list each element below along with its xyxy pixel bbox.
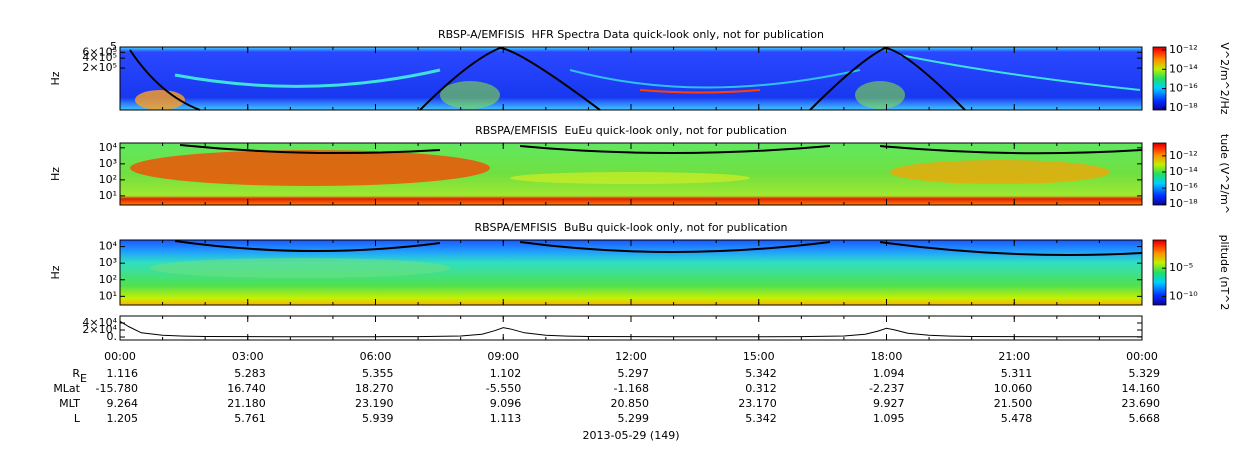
colorbar-tick-label: 10⁻⁵ bbox=[1169, 261, 1193, 274]
x-tick-label: 18:00 bbox=[871, 350, 903, 363]
ephemeris-value: 14.160 bbox=[1122, 382, 1161, 395]
x-tick-label: 21:00 bbox=[998, 350, 1030, 363]
ephemeris-value: 0.312 bbox=[745, 382, 777, 395]
colorbar-tick-label: 10⁻¹² bbox=[1169, 149, 1198, 162]
ephemeris-value: 5.761 bbox=[234, 412, 266, 425]
ephemeris-value: 5.283 bbox=[234, 367, 266, 380]
y-tick-label: 5 bbox=[110, 40, 117, 53]
ephemeris-value: 5.297 bbox=[618, 367, 650, 380]
y-tick-label: 10⁴ bbox=[99, 141, 118, 154]
colorbar-tick-label: 10⁻¹⁴ bbox=[1169, 62, 1198, 75]
ephemeris-value: -5.550 bbox=[486, 382, 521, 395]
ephemeris-value: 5.939 bbox=[362, 412, 394, 425]
ephemeris-value: 5.299 bbox=[618, 412, 650, 425]
y-tick-label: 10² bbox=[99, 273, 117, 286]
line-series bbox=[119, 320, 1142, 338]
y-axis-label: Hz bbox=[49, 71, 62, 85]
colorbar-tick-label: 10⁻¹⁴ bbox=[1169, 165, 1198, 178]
ephemeris-value: 16.740 bbox=[227, 382, 266, 395]
x-tick-label: 15:00 bbox=[743, 350, 775, 363]
ephemeris-value: 9.096 bbox=[490, 397, 522, 410]
y-tick-label: 2×10⁴ bbox=[82, 323, 117, 336]
colorbar-tick-label: 10⁻¹⁸ bbox=[1169, 101, 1198, 114]
ephemeris-value: 23.690 bbox=[1122, 397, 1161, 410]
x-tick-label: 00:00 bbox=[104, 350, 136, 363]
ephemeris-value: 9.927 bbox=[873, 397, 905, 410]
ephemeris-value: 1.102 bbox=[490, 367, 522, 380]
spectrogram-image bbox=[120, 46, 1143, 305]
y-axis-label: Hz bbox=[49, 167, 62, 181]
x-tick-label: 00:00 bbox=[1126, 350, 1158, 363]
panel-title: RBSPA/EMFISIS BuBu quick-look only, not … bbox=[475, 221, 788, 234]
ephemeris-row-label: R bbox=[72, 367, 80, 380]
panel-title: RBSPA/EMFISIS EuEu quick-look only, not … bbox=[475, 124, 787, 137]
ephemeris-value: 9.264 bbox=[107, 397, 139, 410]
y-tick-label: 10³ bbox=[99, 157, 117, 170]
y-tick-label: 10¹ bbox=[99, 289, 117, 302]
ephemeris-value: 5.342 bbox=[745, 412, 777, 425]
colorbar-label: plitude (nT^2 bbox=[1218, 235, 1231, 311]
colorbar bbox=[1152, 239, 1167, 306]
colorbar bbox=[1152, 46, 1167, 111]
ephemeris-value: 10.060 bbox=[994, 382, 1033, 395]
ephemeris-value: 18.270 bbox=[355, 382, 394, 395]
ephemeris-value: 23.170 bbox=[738, 397, 777, 410]
x-tick-label: 03:00 bbox=[232, 350, 264, 363]
y-tick-label: 10² bbox=[99, 173, 117, 186]
y-axis-label: Hz bbox=[49, 265, 62, 279]
y-tick-label: 10¹ bbox=[99, 189, 117, 202]
y-tick-label: 2×10⁵ bbox=[82, 61, 117, 74]
colorbar-tick-label: 10⁻¹² bbox=[1169, 43, 1198, 56]
y-tick-label: 6×10⁵ bbox=[82, 45, 117, 58]
ephemeris-value: 5.478 bbox=[1001, 412, 1033, 425]
ephemeris-value: 1.113 bbox=[490, 412, 522, 425]
ephemeris-value: 20.850 bbox=[611, 397, 650, 410]
ephemeris-value: -2.237 bbox=[869, 382, 904, 395]
ephemeris-subscript: E bbox=[80, 372, 87, 385]
ephemeris-value: 5.342 bbox=[745, 367, 777, 380]
ephemeris-value: 5.311 bbox=[1001, 367, 1033, 380]
ephemeris-row-label: MLat bbox=[53, 382, 80, 395]
x-tick-label: 06:00 bbox=[360, 350, 392, 363]
colorbar-label: V^2/m^2/Hz bbox=[1218, 42, 1231, 114]
y-tick-label: 10⁴ bbox=[99, 240, 118, 253]
ephemeris-row-label: MLT bbox=[59, 397, 80, 410]
y-tick-label: 4×10⁴ bbox=[82, 316, 117, 329]
ephemeris-value: 21.180 bbox=[227, 397, 266, 410]
ephemeris-value: 5.668 bbox=[1129, 412, 1161, 425]
x-tick-label: 09:00 bbox=[487, 350, 519, 363]
panel-title: RBSP-A/EMFISIS HFR Spectra Data quick-lo… bbox=[438, 28, 824, 41]
y-tick-label: 4×10⁵ bbox=[82, 51, 117, 64]
ephemeris-value: 5.355 bbox=[362, 367, 394, 380]
ephemeris-value: 5.329 bbox=[1129, 367, 1161, 380]
x-tick-label: 12:00 bbox=[615, 350, 647, 363]
colorbar-tick-label: 10⁻¹⁶ bbox=[1169, 181, 1198, 194]
ephemeris-row-label: L bbox=[74, 412, 81, 425]
y-tick-label: 10³ bbox=[99, 256, 117, 269]
ephemeris-value: 1.094 bbox=[873, 367, 905, 380]
ephemeris-value: -15.780 bbox=[96, 382, 138, 395]
ephemeris-value: 1.205 bbox=[107, 412, 139, 425]
colorbar-label: tude (V^2/m^ bbox=[1218, 134, 1231, 214]
ephemeris-value: 1.116 bbox=[107, 367, 139, 380]
date-label: 2013-05-29 (149) bbox=[582, 429, 679, 442]
colorbar-tick-label: 10⁻¹⁸ bbox=[1169, 197, 1198, 210]
colorbar-tick-label: 10⁻¹⁰ bbox=[1169, 289, 1198, 302]
colorbar-tick-label: 10⁻¹⁶ bbox=[1169, 82, 1198, 95]
y-tick-label: 0. bbox=[107, 330, 118, 343]
ephemeris-value: 1.095 bbox=[873, 412, 905, 425]
ephemeris-value: -1.168 bbox=[614, 382, 649, 395]
ephemeris-value: 21.500 bbox=[994, 397, 1033, 410]
colorbar bbox=[1152, 142, 1167, 206]
ephemeris-value: 23.190 bbox=[355, 397, 394, 410]
